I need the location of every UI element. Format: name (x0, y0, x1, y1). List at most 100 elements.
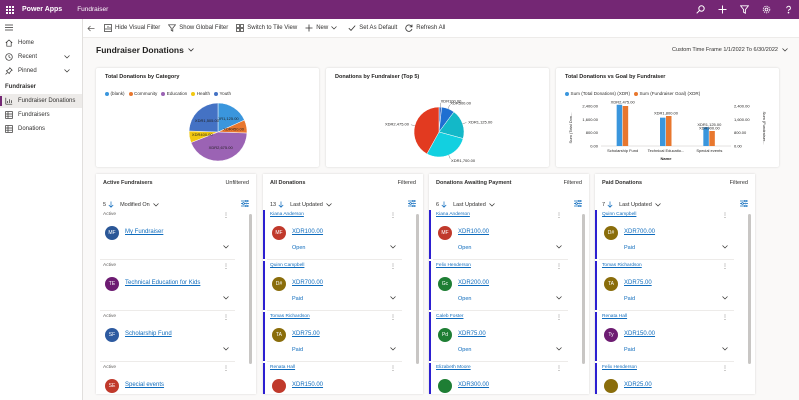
item-primary-link[interactable]: XDR200.00 (458, 280, 490, 286)
item-primary-link[interactable]: XDR150.00 (624, 331, 656, 337)
list-item[interactable]: Quinn Campbell ⋮ D# XDR700.00 Paid (595, 210, 734, 260)
refresh-all-button[interactable]: Refresh All (405, 24, 445, 32)
help-icon[interactable] (777, 0, 799, 19)
new-button[interactable]: New (305, 24, 340, 32)
more-icon[interactable]: ⋮ (722, 366, 728, 372)
sort-arrow-icon[interactable] (108, 201, 114, 208)
sidebar-item-fundraisers[interactable]: Fundraisers (0, 108, 82, 122)
sidebar-item-fundraiser-donations[interactable]: Fundraiser Donations (0, 94, 82, 108)
item-primary-link[interactable]: XDR75.00 (624, 280, 652, 286)
chevron-down-icon[interactable] (556, 296, 562, 300)
sidebar-item-donations[interactable]: Donations (0, 122, 82, 136)
item-primary-link[interactable]: XDR100.00 (292, 229, 324, 235)
more-icon[interactable]: ⋮ (556, 315, 562, 321)
chevron-down-icon[interactable] (326, 202, 332, 207)
gear-icon[interactable] (755, 0, 777, 19)
legend-item[interactable]: Sum (Total Donations) (XDR) (565, 91, 630, 96)
item-primary-link[interactable]: Scholarship Fund (125, 331, 172, 337)
chevron-down-icon[interactable] (390, 296, 396, 300)
pie-slice[interactable] (190, 131, 248, 162)
legend-item[interactable]: Youth (214, 91, 231, 96)
more-icon[interactable]: ⋮ (390, 213, 396, 219)
item-header[interactable]: Felix Henderson (602, 365, 637, 370)
sidebar-item-pinned[interactable]: Pinned (0, 64, 82, 78)
more-icon[interactable]: ⋮ (223, 213, 229, 219)
scrollbar[interactable] (582, 214, 585, 364)
more-icon[interactable]: ⋮ (390, 315, 396, 321)
chevron-down-icon[interactable] (223, 245, 229, 249)
item-header[interactable]: Quinn Campbell (602, 212, 637, 217)
leader-line[interactable] (447, 104, 450, 109)
item-primary-link[interactable]: Special events (125, 382, 165, 388)
scrollbar[interactable] (416, 214, 419, 364)
chevron-down-icon[interactable] (390, 347, 396, 351)
chevron-down-icon[interactable] (655, 202, 661, 207)
hide-visual-filter-button[interactable]: Hide Visual Filter (104, 24, 160, 32)
list-item[interactable]: Tomas Richardson ⋮ TA XDR75.00 Paid (263, 312, 402, 362)
more-icon[interactable]: ⋮ (722, 213, 728, 219)
list-item[interactable]: Renata Hall ⋮ XDR150.00 (263, 363, 402, 394)
item-primary-link[interactable]: XDR75.00 (292, 331, 320, 337)
item-primary-link[interactable]: Technical Education for Kids (125, 280, 201, 286)
chevron-down-icon[interactable] (722, 245, 728, 249)
pie-slice[interactable] (188, 102, 219, 133)
list-item[interactable]: Renata Hall ⋮ Ty XDR150.00 Paid (595, 312, 734, 362)
item-primary-link[interactable]: My Fundraiser (125, 229, 164, 235)
legend-item[interactable]: Health (191, 91, 210, 96)
list-item[interactable]: Felix Henderson ⋮ Gc XDR200.00 Open (429, 261, 568, 311)
list-item[interactable]: Caleb Foster ⋮ Pd XDR75.00 Open (429, 312, 568, 362)
more-icon[interactable]: ⋮ (556, 213, 562, 219)
item-primary-link[interactable]: XDR75.00 (458, 331, 486, 337)
item-primary-link[interactable]: XDR700.00 (292, 280, 324, 286)
set-as-default-button[interactable]: Set As Default (348, 24, 397, 32)
leader-line[interactable] (410, 124, 415, 126)
more-icon[interactable]: ⋮ (722, 264, 728, 270)
more-icon[interactable]: ⋮ (556, 264, 562, 270)
item-header[interactable]: Felix Henderson (436, 263, 471, 268)
list-item[interactable]: Felix Henderson ⋮ XDR25.00 (595, 363, 734, 394)
list-item[interactable]: Active ⋮ SF Scholarship Fund (100, 312, 235, 362)
chevron-down-icon[interactable] (556, 245, 562, 249)
legend-item[interactable]: Sum (Fundraiser Goal) (XDR) (633, 91, 700, 96)
chevron-down-icon[interactable] (390, 245, 396, 249)
item-header[interactable]: Kiana Anderson (436, 212, 470, 217)
scrollbar[interactable] (249, 214, 252, 364)
chevron-down-icon[interactable] (223, 296, 229, 300)
bar-chart-donations-vs-goal[interactable]: Sum (Total Don... Sum (Fundraiser... 2,400… (556, 68, 779, 167)
sort-arrow-icon[interactable] (607, 201, 613, 208)
item-primary-link[interactable]: XDR150.00 (292, 382, 324, 388)
item-header[interactable]: Tomas Richardson (602, 263, 642, 268)
list-item[interactable]: Kiana Anderson ⋮ MF XDR100.00 Open (263, 210, 402, 260)
list-item[interactable]: Active ⋮ MF My Fundraiser (100, 210, 235, 260)
chevron-down-icon[interactable] (223, 347, 229, 351)
waffle-icon[interactable] (0, 0, 19, 19)
more-icon[interactable]: ⋮ (390, 264, 396, 270)
time-frame-selector[interactable]: Custom Time Frame 1/1/2022 To 6/30/2022 (672, 47, 788, 53)
bar[interactable] (709, 131, 715, 146)
more-icon[interactable]: ⋮ (722, 315, 728, 321)
more-icon[interactable]: ⋮ (223, 315, 229, 321)
bar[interactable] (703, 127, 709, 146)
more-icon[interactable]: ⋮ (223, 366, 229, 372)
plus-icon[interactable] (711, 0, 733, 19)
stream-settings-button[interactable] (574, 199, 582, 209)
stream-settings-button[interactable] (740, 199, 748, 209)
stream-settings-button[interactable] (408, 199, 416, 209)
stream-sort[interactable]: 7 Last Updated (602, 201, 661, 208)
leader-line[interactable] (448, 154, 451, 159)
page-title[interactable]: Fundraiser Donations (96, 45, 194, 55)
stream-settings-button[interactable] (241, 199, 249, 209)
environment-name[interactable]: Fundraiser (77, 6, 109, 13)
legend-item[interactable]: Community (128, 91, 157, 96)
back-button[interactable] (87, 25, 98, 32)
sidebar-item-home[interactable]: Home (0, 36, 82, 50)
sidebar-item-recent[interactable]: Recent (0, 50, 82, 64)
list-item[interactable]: Tomas Richardson ⋮ TA XDR75.00 Paid (595, 261, 734, 311)
item-primary-link[interactable]: XDR300.00 (458, 382, 490, 388)
chevron-down-icon[interactable] (722, 296, 728, 300)
chevron-down-icon[interactable] (152, 202, 159, 207)
stream-sort[interactable]: 13 Last Updated (270, 201, 332, 208)
chevron-down-icon[interactable] (556, 347, 562, 351)
item-header[interactable]: Kiana Anderson (270, 212, 304, 217)
